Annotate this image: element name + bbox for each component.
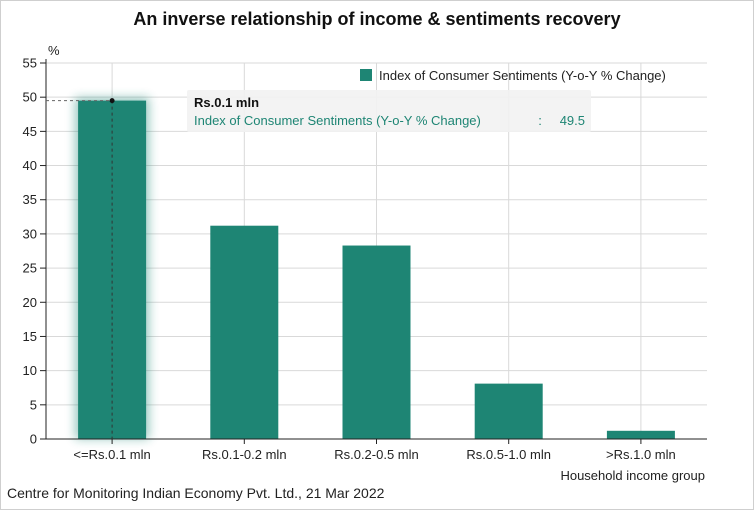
chart-title: An inverse relationship of income & sent… xyxy=(133,9,621,29)
y-tick-label: 5 xyxy=(30,397,37,412)
y-tick-label: 0 xyxy=(30,432,37,447)
x-tick-label: Rs.0.2-0.5 mln xyxy=(334,447,419,462)
tooltip-separator: : xyxy=(538,113,542,128)
y-tick-label: 35 xyxy=(23,192,37,207)
y-tick-label: 55 xyxy=(23,56,37,71)
bar xyxy=(606,430,675,439)
y-tick-label: 40 xyxy=(23,158,37,173)
legend-swatch xyxy=(360,69,372,81)
y-tick-label: 45 xyxy=(23,124,37,139)
y-axis-unit: % xyxy=(48,43,60,58)
tooltip-series-name: Index of Consumer Sentiments (Y-o-Y % Ch… xyxy=(194,113,481,128)
bar xyxy=(210,225,279,439)
legend-label: Index of Consumer Sentiments (Y-o-Y % Ch… xyxy=(379,68,666,83)
y-tick-label: 15 xyxy=(23,329,37,344)
tooltip-title: Rs.0.1 mln xyxy=(194,95,259,110)
x-tick-label: <=Rs.0.1 mln xyxy=(73,447,150,462)
x-tick-label: >Rs.1.0 mln xyxy=(606,447,676,462)
y-tick-label: 25 xyxy=(23,261,37,276)
bar xyxy=(342,245,411,439)
y-tick-label: 20 xyxy=(23,295,37,310)
x-axis-title: Household income group xyxy=(560,468,705,483)
y-tick-label: 10 xyxy=(23,363,37,378)
crosshair-point xyxy=(109,98,115,104)
x-tick-label: Rs.0.1-0.2 mln xyxy=(202,447,287,462)
y-tick-label: 50 xyxy=(23,90,37,105)
tooltip-box xyxy=(187,90,591,132)
x-tick-label: Rs.0.5-1.0 mln xyxy=(466,447,551,462)
y-tick-label: 30 xyxy=(23,226,37,241)
source-note: Centre for Monitoring Indian Economy Pvt… xyxy=(7,485,385,501)
tooltip-value: 49.5 xyxy=(560,113,585,128)
bar xyxy=(474,383,543,439)
